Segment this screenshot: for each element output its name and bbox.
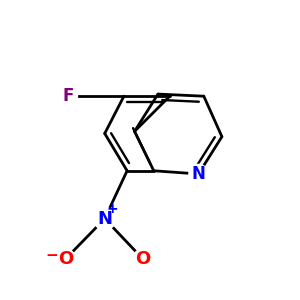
Circle shape (55, 249, 76, 269)
Circle shape (94, 208, 116, 230)
Text: +: + (107, 202, 118, 216)
Circle shape (189, 164, 208, 184)
Circle shape (133, 249, 153, 269)
Circle shape (60, 87, 77, 105)
Text: −: − (46, 248, 58, 263)
Text: N: N (191, 165, 206, 183)
Text: O: O (136, 250, 151, 268)
Text: F: F (63, 87, 74, 105)
Text: O: O (58, 250, 73, 268)
Text: N: N (97, 210, 112, 228)
